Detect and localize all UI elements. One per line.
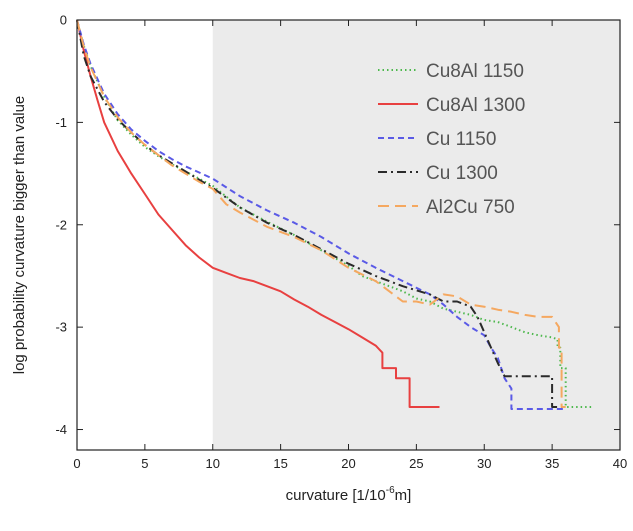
series-line-5 xyxy=(76,19,566,408)
x-tick-label: 0 xyxy=(73,456,80,471)
y-axis-title: log probability curvature bigger than va… xyxy=(11,96,28,375)
legend-label: Cu8Al 1300 xyxy=(426,95,525,116)
ticks-layer: 0 5 10 15 20 25 30 35 40 0 -1 -2 -3 -4 xyxy=(55,13,627,472)
legend-label: Cu 1300 xyxy=(426,163,498,184)
legend-label: Cu 1150 xyxy=(426,129,496,150)
x-axis-title: curvature [1/10-6m] xyxy=(286,485,412,504)
y-tick-label: -1 xyxy=(55,115,67,130)
legend-label: Al2Cu 750 xyxy=(426,197,515,218)
legend: Cu8Al 1150 Cu8Al 1300 Cu 1150 Cu 1300 Al2Cu … xyxy=(378,61,525,218)
x-tick-label: 20 xyxy=(341,456,355,471)
y-tick-label: -4 xyxy=(55,422,67,437)
x-tick-label: 10 xyxy=(206,456,220,471)
x-tick-label: 30 xyxy=(477,456,491,471)
x-tick-label: 40 xyxy=(613,456,627,471)
series-line-4 xyxy=(76,19,566,408)
y-tick-label: -2 xyxy=(55,217,67,232)
series-layer xyxy=(76,19,593,410)
y-tick-label: 0 xyxy=(60,13,67,28)
x-axis-title-superscript: -6 xyxy=(386,485,395,496)
legend-label: Cu8Al 1150 xyxy=(426,61,524,82)
series-line-2 xyxy=(76,19,440,408)
y-tick-label: -3 xyxy=(55,320,67,335)
series-line-3 xyxy=(76,19,566,410)
x-tick-label: 5 xyxy=(141,456,148,471)
x-tick-label: 15 xyxy=(273,456,287,471)
x-tick-label: 35 xyxy=(545,456,559,471)
x-tick-label: 25 xyxy=(409,456,423,471)
x-axis-title-unit: m] xyxy=(395,487,412,504)
shaded-region xyxy=(212,20,620,450)
x-axis-title-main: curvature [1/10 xyxy=(286,487,386,504)
